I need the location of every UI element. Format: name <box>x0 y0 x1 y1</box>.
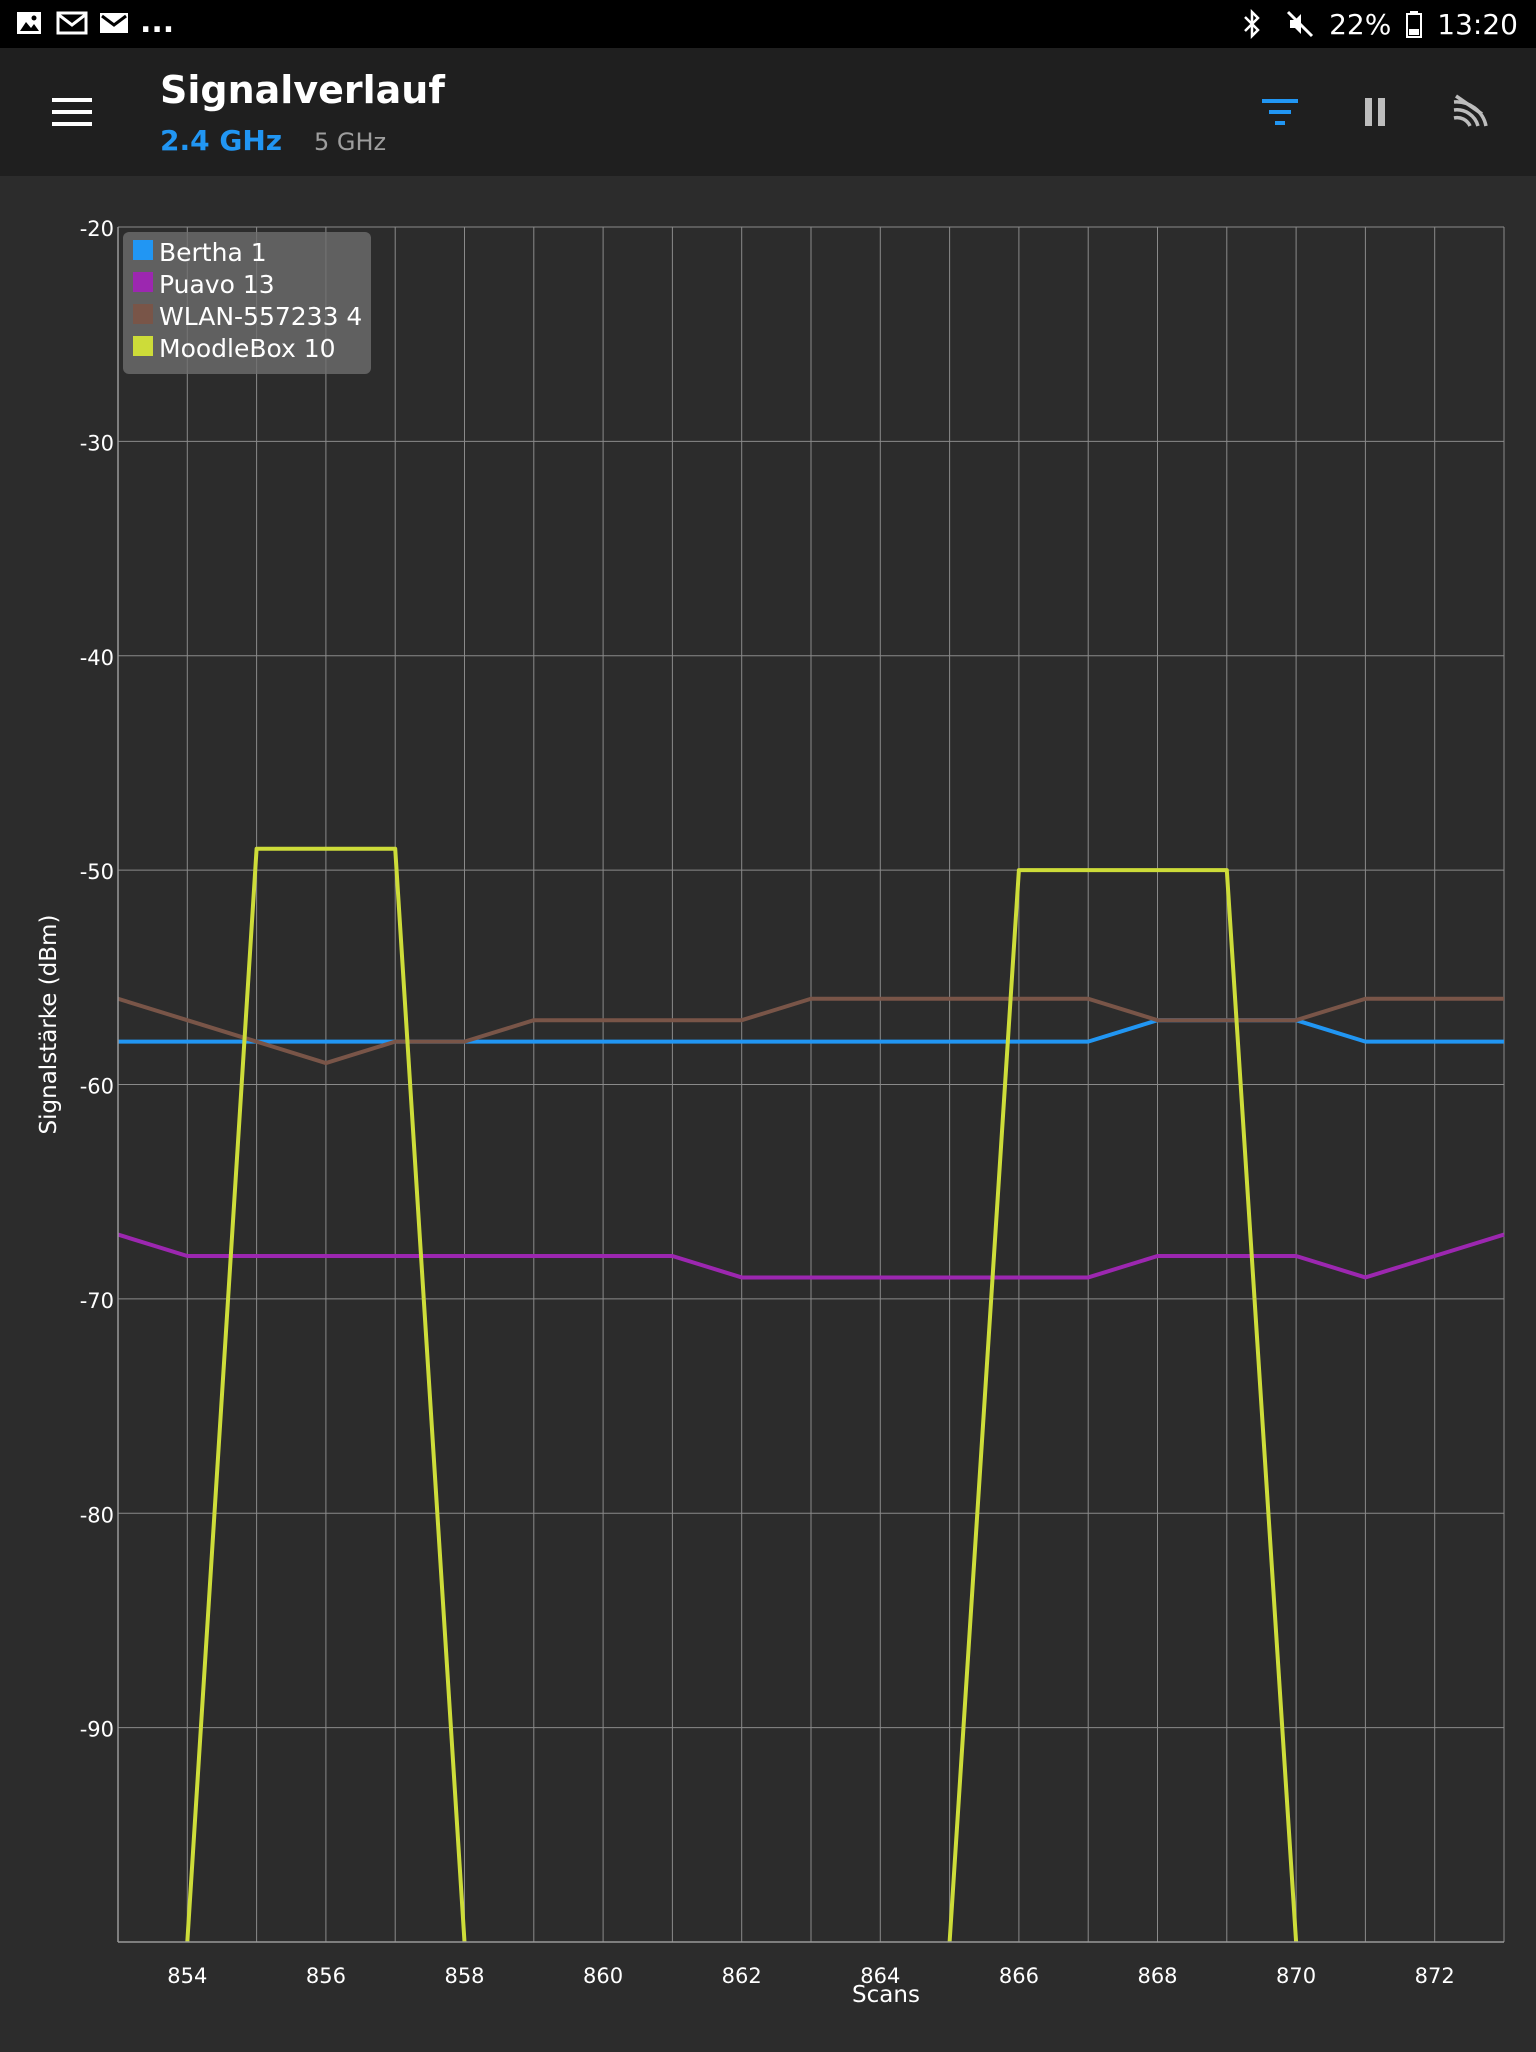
y-tick-label: -50 <box>80 860 114 884</box>
x-tick-label: 862 <box>722 1964 762 1988</box>
legend-swatch <box>133 240 153 260</box>
series-line <box>117 1232 1505 1280</box>
pause-icon <box>1365 98 1385 126</box>
y-tick-label: -90 <box>80 1718 114 1742</box>
chart-series <box>117 846 1505 1943</box>
filter-button[interactable] <box>1250 84 1310 140</box>
chart-legend: Bertha 1 Puavo 13 WLAN-557233 4 MoodleBox 1… <box>123 232 371 374</box>
chart-axes: -20 -30 -40 -50 -60 -70 -80 -90 854 856 858 860 862 8… <box>36 217 1504 2008</box>
x-tick-label: 866 <box>999 1964 1039 1988</box>
status-bar: ... 22% 13:20 <box>0 0 1536 48</box>
mail-filled-icon <box>98 8 128 38</box>
mute-icon <box>1285 9 1315 39</box>
y-tick-label: -20 <box>80 217 114 241</box>
y-tick-label: -30 <box>80 431 114 455</box>
x-tick-label: 856 <box>306 1964 346 1988</box>
chart-grid <box>117 226 1505 1942</box>
pause-button[interactable] <box>1345 84 1405 140</box>
filter-icon <box>1262 99 1298 125</box>
series-line <box>117 996 1504 1066</box>
signal-history-chart: -20 -30 -40 -50 -60 -70 -80 -90 854 856 858 860 862 8… <box>36 217 1505 2008</box>
series-line <box>185 846 467 1943</box>
y-axis-title: Signalstärke (dBm) <box>36 915 62 1135</box>
wifi-off-icon <box>1453 94 1488 127</box>
battery-icon <box>1405 9 1423 39</box>
legend-label: WLAN-557233 4 <box>159 302 362 331</box>
x-tick-label: 858 <box>444 1964 484 1988</box>
x-tick-label: 868 <box>1137 1964 1177 1988</box>
series-line <box>947 868 1299 1943</box>
x-tick-label: 860 <box>583 1964 623 1988</box>
image-icon <box>14 8 44 38</box>
x-tick-label: 872 <box>1415 1964 1455 1988</box>
y-tick-label: -70 <box>80 1289 114 1313</box>
wifi-toggle-button[interactable] <box>1440 84 1500 140</box>
clock: 13:20 <box>1437 7 1518 41</box>
x-axis-title: Scans <box>852 1982 920 2008</box>
app-bar: Signalverlauf 2.4 GHz 5 GHz <box>0 48 1536 176</box>
bluetooth-icon <box>1241 8 1271 40</box>
page-title: Signalverlauf <box>160 68 445 112</box>
legend-label: MoodleBox 10 <box>159 334 336 363</box>
x-tick-label: 870 <box>1276 1964 1316 1988</box>
more-notifications-indicator: ... <box>140 5 175 40</box>
x-tick-label: 864 <box>860 1964 900 1988</box>
legend-label: Puavo 13 <box>159 270 275 299</box>
band-2-4-ghz-tab[interactable]: 2.4 GHz <box>160 124 283 157</box>
legend-swatch <box>133 336 153 356</box>
x-tick-label: 854 <box>167 1964 207 1988</box>
y-tick-label: -80 <box>80 1503 114 1527</box>
menu-button[interactable] <box>40 86 104 138</box>
legend-label: Bertha 1 <box>159 238 267 267</box>
legend-swatch <box>133 304 153 324</box>
mail-icon <box>56 8 88 38</box>
band-5-ghz-tab[interactable]: 5 GHz <box>314 128 387 156</box>
y-tick-label: -40 <box>80 646 114 670</box>
battery-percentage: 22% <box>1329 7 1392 41</box>
signal-history-chart-area: -20 -30 -40 -50 -60 -70 -80 -90 854 856 858 860 862 8… <box>0 176 1536 2048</box>
legend-swatch <box>133 272 153 292</box>
hamburger-menu-icon <box>52 98 92 126</box>
y-tick-label: -60 <box>80 1075 114 1099</box>
legend-box <box>123 232 371 374</box>
